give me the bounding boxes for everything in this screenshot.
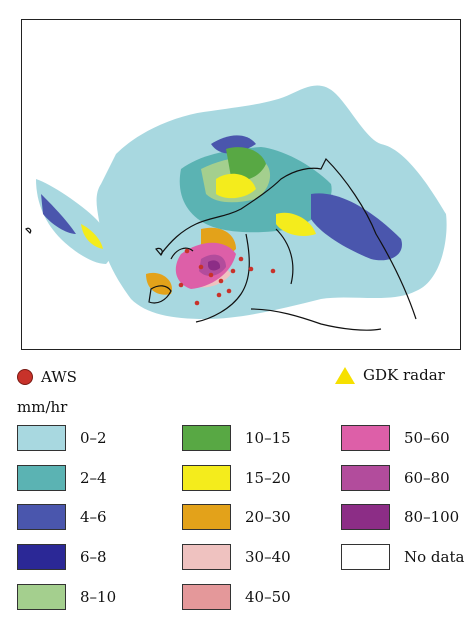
legend-swatch (341, 425, 390, 451)
unit-label: mm/hr (17, 398, 68, 416)
aws-station-dot (270, 268, 276, 274)
aws-station-dot (194, 300, 200, 306)
aws-station-dot (218, 278, 224, 284)
radar-legend: GDK radar (335, 366, 445, 384)
legend-label: 8–10 (80, 588, 117, 606)
legend-swatch (17, 425, 66, 451)
legend-swatch (341, 504, 390, 530)
legend-item: 20–30 (182, 504, 291, 530)
triangle-icon (335, 366, 355, 384)
rain-field-10-15 (226, 147, 266, 181)
aws-station-dot (198, 264, 204, 270)
legend-swatch (341, 465, 390, 491)
aws-legend: AWS (17, 368, 77, 386)
legend-label: No data (404, 548, 465, 566)
legend-item: 6–8 (17, 544, 107, 570)
boundary-lines (25, 157, 417, 331)
aws-stations (178, 248, 276, 306)
legend-swatch (182, 465, 231, 491)
legend-label: 50–60 (404, 429, 450, 447)
legend-label: 15–20 (245, 469, 291, 487)
legend-label: 4–6 (80, 508, 107, 526)
rain-field-80-100 (208, 260, 221, 271)
legend-item: 60–80 (341, 465, 450, 491)
legend-item: 30–40 (182, 544, 291, 570)
aws-station-dot (226, 288, 232, 294)
legend-label: 10–15 (245, 429, 291, 447)
legend-item: No data (341, 544, 464, 570)
legend-label: 40–50 (245, 588, 291, 606)
aws-marker-icon (17, 369, 33, 385)
legend-item: 2–4 (17, 465, 107, 491)
legend-swatch (182, 584, 231, 610)
radar-map (21, 19, 461, 350)
aws-station-dot (178, 282, 184, 288)
aws-label: AWS (41, 368, 77, 386)
legend-label: 20–30 (245, 508, 291, 526)
legend-swatch (341, 544, 390, 570)
legend-label: 6–8 (80, 548, 107, 566)
aws-station-dot (208, 272, 214, 278)
legend-item: 50–60 (341, 425, 450, 451)
legend-swatch (182, 425, 231, 451)
legend-swatch (17, 544, 66, 570)
legend-swatch (182, 544, 231, 570)
legend-label: 0–2 (80, 429, 107, 447)
legend-swatch (17, 465, 66, 491)
aws-station-dot (230, 268, 236, 274)
legend-item: 0–2 (17, 425, 107, 451)
aws-station-dot (216, 292, 222, 298)
aws-station-dot (248, 266, 254, 272)
legend-label: 60–80 (404, 469, 450, 487)
rain-field-15-20 (81, 173, 316, 249)
aws-station-dot (184, 248, 190, 254)
legend-item: 80–100 (341, 504, 459, 530)
legend-swatch (17, 504, 66, 530)
legend-label: 30–40 (245, 548, 291, 566)
legend-item: 4–6 (17, 504, 107, 530)
legend-swatch (17, 584, 66, 610)
radar-label: GDK radar (363, 366, 445, 384)
legend-item: 40–50 (182, 584, 291, 610)
legend-swatch (182, 504, 231, 530)
legend-item: 8–10 (17, 584, 116, 610)
legend-label: 2–4 (80, 469, 107, 487)
legend-item: 15–20 (182, 465, 291, 491)
legend-label: 80–100 (404, 508, 460, 526)
aws-station-dot (238, 256, 244, 262)
legend-item: 10–15 (182, 425, 291, 451)
